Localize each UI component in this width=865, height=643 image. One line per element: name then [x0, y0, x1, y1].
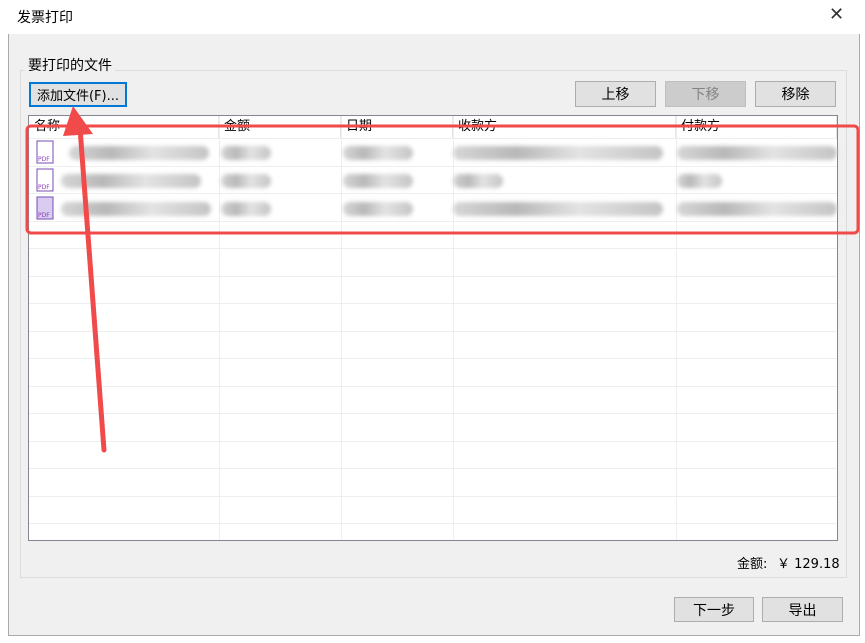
move-down-button: 下移: [665, 81, 746, 107]
svg-text:PDF: PDF: [38, 184, 50, 191]
row-line: [29, 413, 837, 414]
row-line: [29, 220, 837, 222]
column-line: [676, 116, 677, 540]
title-bar: [8, 0, 860, 34]
close-button[interactable]: ✕: [829, 4, 845, 25]
export-button[interactable]: 导出: [762, 597, 843, 622]
highlight-box: [25, 124, 860, 235]
row-line: [29, 193, 837, 194]
add-file-button[interactable]: 添加文件(F)...: [29, 82, 127, 107]
row-line: [29, 330, 837, 332]
row-line: [29, 440, 837, 442]
row-line: [29, 275, 837, 277]
arrow-shaft: [77, 125, 107, 453]
svg-text:PDF: PDF: [38, 212, 50, 219]
row-line: [29, 303, 837, 304]
next-button[interactable]: 下一步: [674, 597, 754, 622]
row-line: [29, 385, 837, 387]
group-box: [20, 70, 847, 578]
remove-button[interactable]: 移除: [755, 81, 836, 107]
pdf-icons: PDF PDF PDF: [36, 140, 54, 220]
row-line: [29, 523, 837, 524]
arrow-head: [63, 106, 93, 136]
row-line: [29, 138, 837, 139]
row-line: [29, 495, 837, 497]
column-line: [453, 116, 454, 540]
window-title: 发票打印: [17, 10, 73, 26]
row-line: [29, 248, 837, 249]
total-label: 金额:: [737, 557, 768, 572]
row-line: [29, 165, 837, 167]
svg-text:PDF: PDF: [38, 156, 50, 163]
move-up-button[interactable]: 上移: [575, 81, 656, 107]
row-line: [29, 468, 837, 469]
column-line: [341, 116, 342, 540]
group-title: 要打印的文件: [25, 55, 115, 75]
row-line: [29, 358, 837, 359]
column-line: [219, 116, 220, 540]
file-table: 名称 金额 日期 收款方 付款方 PDF PDF PDF: [28, 115, 838, 541]
total-value: ￥ 129.18: [777, 557, 840, 572]
